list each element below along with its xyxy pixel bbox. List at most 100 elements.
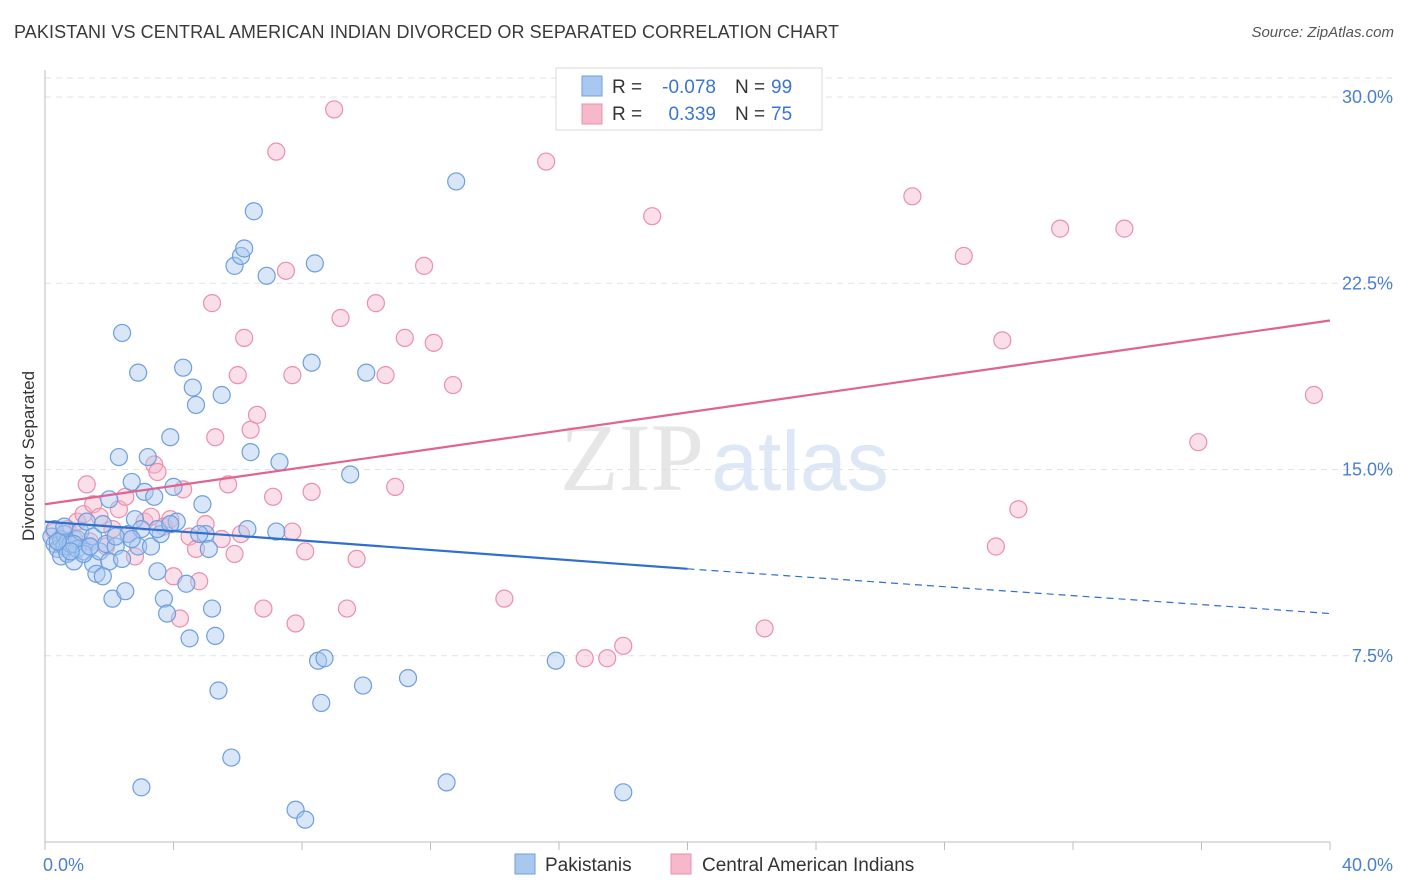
central-american-indians-point-41 — [276, 261, 296, 280]
watermark-zip: ZIP — [560, 404, 704, 511]
pakistanis-point-56 — [206, 626, 225, 645]
pakistanis-point-68 — [270, 452, 289, 472]
trend-line-pakistanis-extension — [687, 568, 1331, 615]
pakistanis-point-64 — [241, 443, 260, 462]
pakistanis-point-52 — [193, 495, 212, 514]
trend-line-pakistanis — [44, 520, 688, 570]
pakistanis-point-60 — [225, 256, 244, 275]
central-american-indians-point-50 — [376, 366, 395, 385]
central-american-indians-point-68 — [1051, 219, 1070, 238]
pakistanis-point-29 — [112, 549, 132, 569]
pakistanis-point-30 — [116, 582, 135, 601]
pakistanis-point-87 — [93, 567, 112, 586]
pakistanis-point-81 — [447, 172, 466, 191]
pakistanis-point-39 — [145, 487, 164, 506]
central-american-indians-point-64 — [954, 246, 973, 266]
source-label: Source: ZipAtlas.com — [1251, 24, 1394, 41]
central-american-indians-point-32 — [219, 475, 238, 494]
legend-swatch-pakistanis[interactable] — [514, 853, 536, 875]
pakistanis-point-49 — [180, 629, 199, 648]
pakistanis-point-32 — [122, 472, 141, 492]
pakistanis-point-80 — [437, 773, 456, 792]
stats-n-value-blue: 99 — [771, 77, 792, 98]
legend-label-central-american-indians[interactable]: Central American Indians — [702, 855, 914, 876]
central-american-indians-point-35 — [235, 328, 254, 347]
legend: Pakistanis Central American Indians — [514, 853, 914, 876]
central-american-indians-point-6 — [77, 475, 96, 494]
pakistanis-point-28 — [109, 447, 128, 467]
central-american-indians-point-60 — [614, 636, 633, 655]
central-american-indians-point-56 — [495, 589, 514, 608]
pakistanis-point-40 — [148, 562, 167, 581]
central-american-indians-point-72 — [325, 100, 344, 119]
stats-n-value-pink: 75 — [771, 104, 792, 125]
axes — [44, 70, 1331, 850]
central-american-indians-point-34 — [228, 366, 247, 385]
central-american-indians-point-57 — [537, 152, 556, 171]
central-american-indians-point-30 — [206, 428, 225, 447]
central-american-indians-point-40 — [267, 142, 286, 161]
pakistanis-point-83 — [614, 783, 633, 802]
pakistanis-point-79 — [398, 668, 418, 688]
central-american-indians-point-69 — [1115, 219, 1134, 238]
pakistanis-point-65 — [244, 202, 263, 221]
pakistanis-point-72 — [305, 254, 324, 273]
y-tick-label-3: 30.0% — [1342, 87, 1393, 107]
pakistanis-point-82 — [546, 651, 565, 670]
central-american-indians-point-49 — [366, 294, 385, 313]
pakistanis-point-48 — [177, 574, 196, 593]
pakistanis-point-42 — [154, 589, 173, 608]
central-american-indians-point-39 — [263, 487, 283, 506]
y-tick-label-2: 22.5% — [1342, 273, 1393, 293]
central-american-indians-point-58 — [575, 649, 594, 668]
pakistanis-point-97 — [122, 529, 141, 549]
central-american-indians-point-74 — [283, 522, 302, 541]
central-american-indians-point-46 — [331, 308, 350, 328]
pakistanis-point-54 — [199, 539, 218, 559]
series-central-american-indians — [45, 100, 1324, 668]
central-american-indians-point-37 — [247, 405, 267, 424]
central-american-indians-point-67 — [1009, 500, 1028, 519]
central-american-indians-point-55 — [443, 375, 463, 395]
pakistanis-point-51 — [186, 395, 206, 415]
central-american-indians-point-48 — [347, 549, 366, 569]
stats-n-label-pink: N = — [735, 104, 765, 125]
legend-swatch-central-american-indians[interactable] — [670, 853, 692, 875]
central-american-indians-point-52 — [395, 328, 414, 347]
central-american-indians-point-38 — [254, 599, 273, 618]
central-american-indians-point-45 — [302, 482, 321, 501]
central-american-indians-point-65 — [993, 331, 1012, 350]
central-american-indians-point-70 — [1189, 433, 1208, 452]
central-american-indians-point-51 — [386, 477, 405, 496]
stats-n-label-blue: N = — [735, 77, 765, 98]
pakistanis-point-38 — [141, 537, 161, 556]
central-american-indians-point-19 — [148, 462, 167, 482]
pakistanis-point-59 — [222, 748, 241, 767]
legend-label-pakistanis[interactable]: Pakistanis — [545, 855, 632, 876]
chart-title: PAKISTANI VS CENTRAL AMERICAN INDIAN DIV… — [14, 22, 840, 42]
central-american-indians-point-59 — [598, 649, 617, 668]
trend-lines — [44, 319, 1331, 615]
stats-r-value-blue: -0.078 — [662, 77, 716, 98]
y-tick-label-0: 7.5% — [1352, 646, 1393, 666]
pakistanis-point-75 — [315, 649, 334, 668]
stats-r-label-blue: R = — [612, 77, 642, 98]
central-american-indians-point-42 — [283, 366, 302, 385]
gridlines — [45, 77, 1392, 657]
pakistanis-point-62 — [235, 239, 254, 258]
pakistanis-point-74 — [312, 693, 331, 713]
central-american-indians-point-29 — [202, 294, 222, 313]
pakistanis-point-47 — [174, 358, 193, 377]
watermark-atlas: atlas — [711, 414, 888, 508]
pakistanis-point-44 — [161, 428, 180, 447]
stats-swatch-pink — [581, 103, 603, 125]
central-american-indians-point-43 — [286, 614, 305, 633]
pakistanis-point-85 — [112, 323, 132, 343]
central-american-indians-point-71 — [1304, 385, 1324, 405]
pakistanis-point-96 — [80, 537, 100, 556]
pakistanis-point-76 — [341, 465, 360, 484]
central-american-indians-point-63 — [903, 187, 922, 206]
pakistanis-point-95 — [61, 542, 80, 561]
pakistanis-point-98 — [161, 515, 180, 534]
